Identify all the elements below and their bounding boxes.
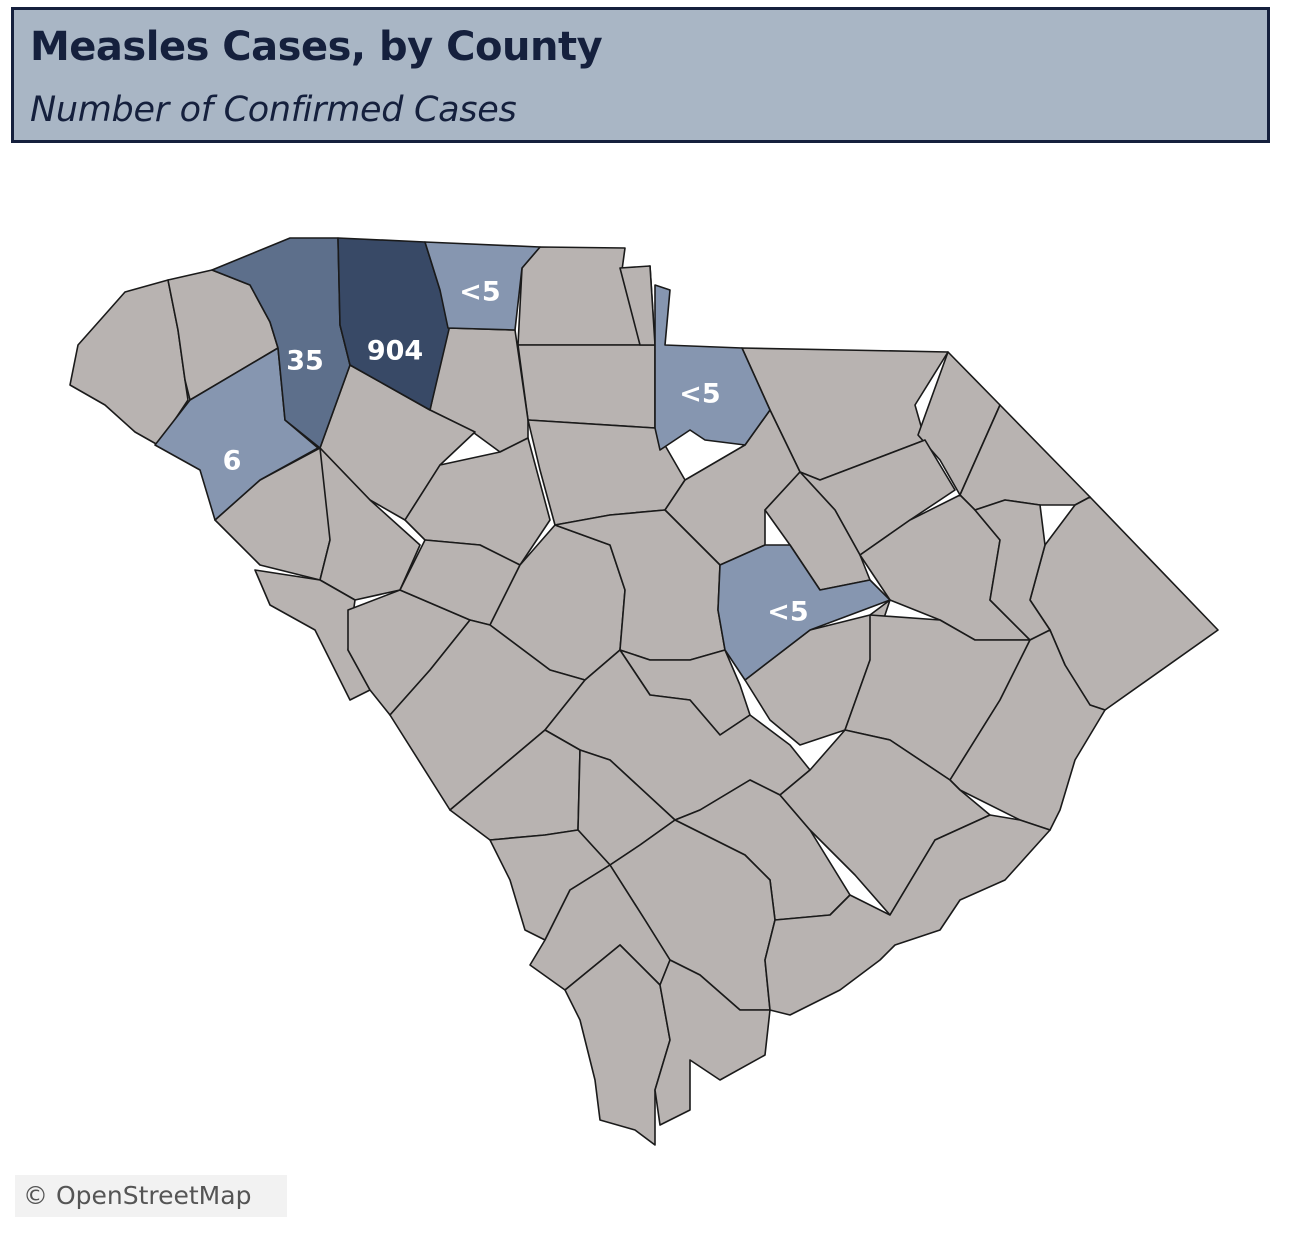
- county-anderson[interactable]: [154, 347, 319, 521]
- county-sumter[interactable]: [717, 544, 891, 681]
- county-jasper[interactable]: [564, 944, 671, 1146]
- county-marlboro[interactable]: [917, 351, 1001, 496]
- county-cherokee[interactable]: [424, 241, 541, 331]
- county-value-labels: 904 35 6 <5 <5 <5: [223, 277, 809, 628]
- county-greenwood[interactable]: [319, 447, 421, 601]
- county-oconee[interactable]: [69, 279, 189, 446]
- county-berkeley[interactable]: [779, 729, 991, 916]
- map-subtitle: Number of Confirmed Cases: [30, 90, 517, 130]
- county-chester[interactable]: [517, 344, 656, 429]
- title-banner: Measles Cases, by County Number of Confi…: [11, 7, 1270, 143]
- label-lancaster: <5: [679, 379, 720, 410]
- label-sumter: <5: [767, 597, 808, 628]
- county-group-no-cases: [69, 246, 1219, 1146]
- county-charleston[interactable]: [764, 814, 1051, 1016]
- label-cherokee: <5: [459, 277, 500, 308]
- county-beaufort[interactable]: [654, 959, 771, 1126]
- county-greenville[interactable]: [211, 237, 351, 449]
- label-greenville: 35: [286, 346, 324, 377]
- openstreetmap-attribution[interactable]: © OpenStreetMap: [15, 1175, 287, 1217]
- map-title: Measles Cases, by County: [30, 24, 603, 70]
- label-spartanburg: 904: [367, 336, 423, 367]
- county-group-with-cases: [154, 237, 891, 681]
- label-anderson: 6: [223, 446, 242, 477]
- county-lancaster[interactable]: [654, 284, 771, 451]
- county-marion[interactable]: [974, 499, 1051, 641]
